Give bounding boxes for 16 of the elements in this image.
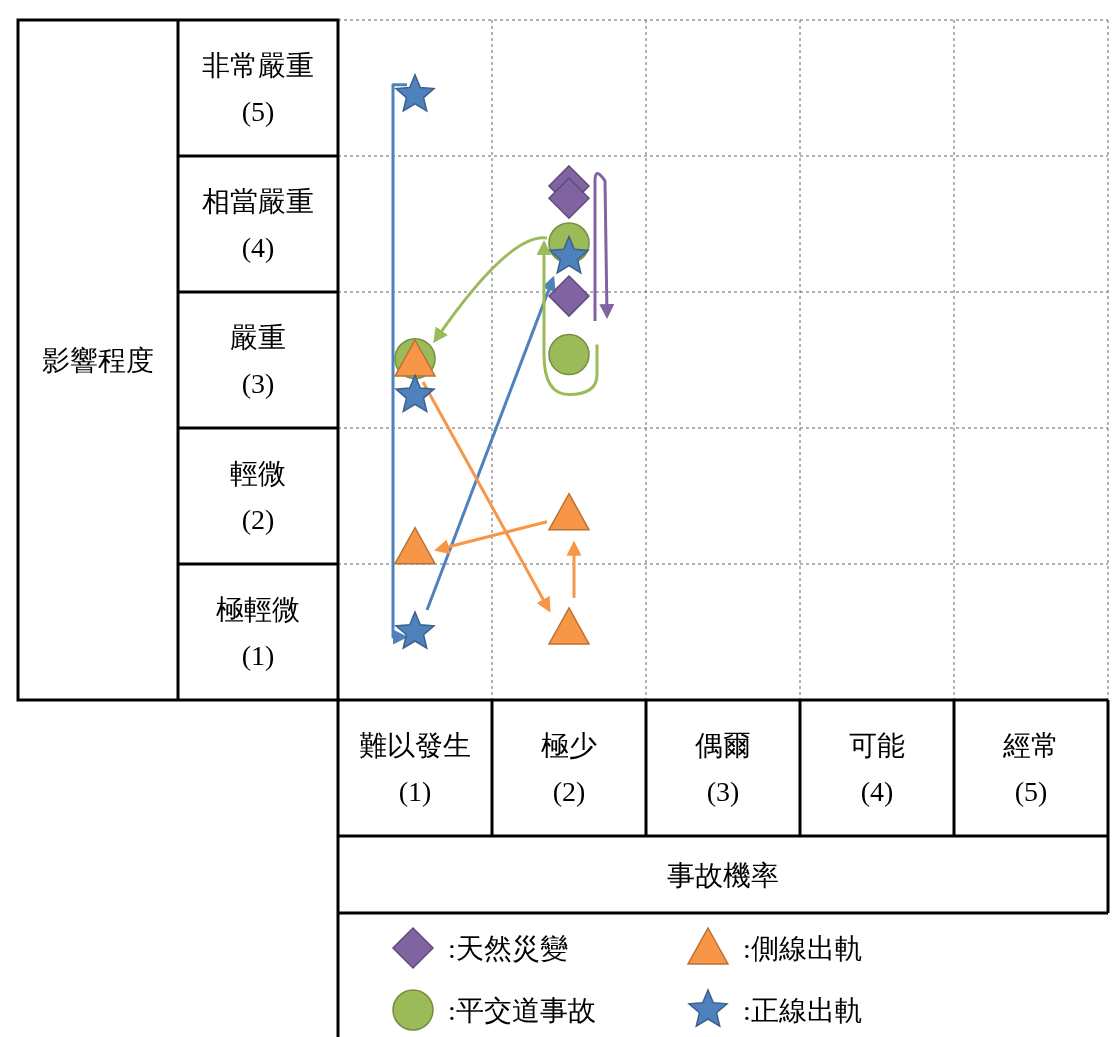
x-tick-label: 極少 (2) bbox=[541, 730, 597, 807]
y-tick-label: 嚴重 (3) bbox=[230, 322, 286, 399]
x-tick-label: 難以發生 (1) bbox=[359, 730, 471, 807]
y-tick-label: 非常嚴重 (5) bbox=[202, 50, 314, 127]
y-tick-label: 輕微 (2) bbox=[230, 458, 286, 535]
x-tick-label: 經常 (5) bbox=[1002, 730, 1059, 807]
legend-label: :側線出軌 bbox=[743, 933, 863, 964]
x-axis-title: 事故機率 bbox=[667, 859, 779, 891]
y-tick-label: 極輕微 (1) bbox=[216, 594, 300, 671]
x-tick-label: 偶爾 (3) bbox=[695, 730, 751, 807]
x-tick-label: 可能 (4) bbox=[849, 730, 905, 807]
y-axis-title: 影響程度 bbox=[42, 345, 154, 376]
legend-label: :平交道事故 bbox=[448, 995, 596, 1026]
legend-label: :天然災變 bbox=[448, 933, 568, 964]
legend-label: :正線出軌 bbox=[743, 995, 863, 1026]
y-tick-label: 相當嚴重 (4) bbox=[202, 186, 314, 263]
